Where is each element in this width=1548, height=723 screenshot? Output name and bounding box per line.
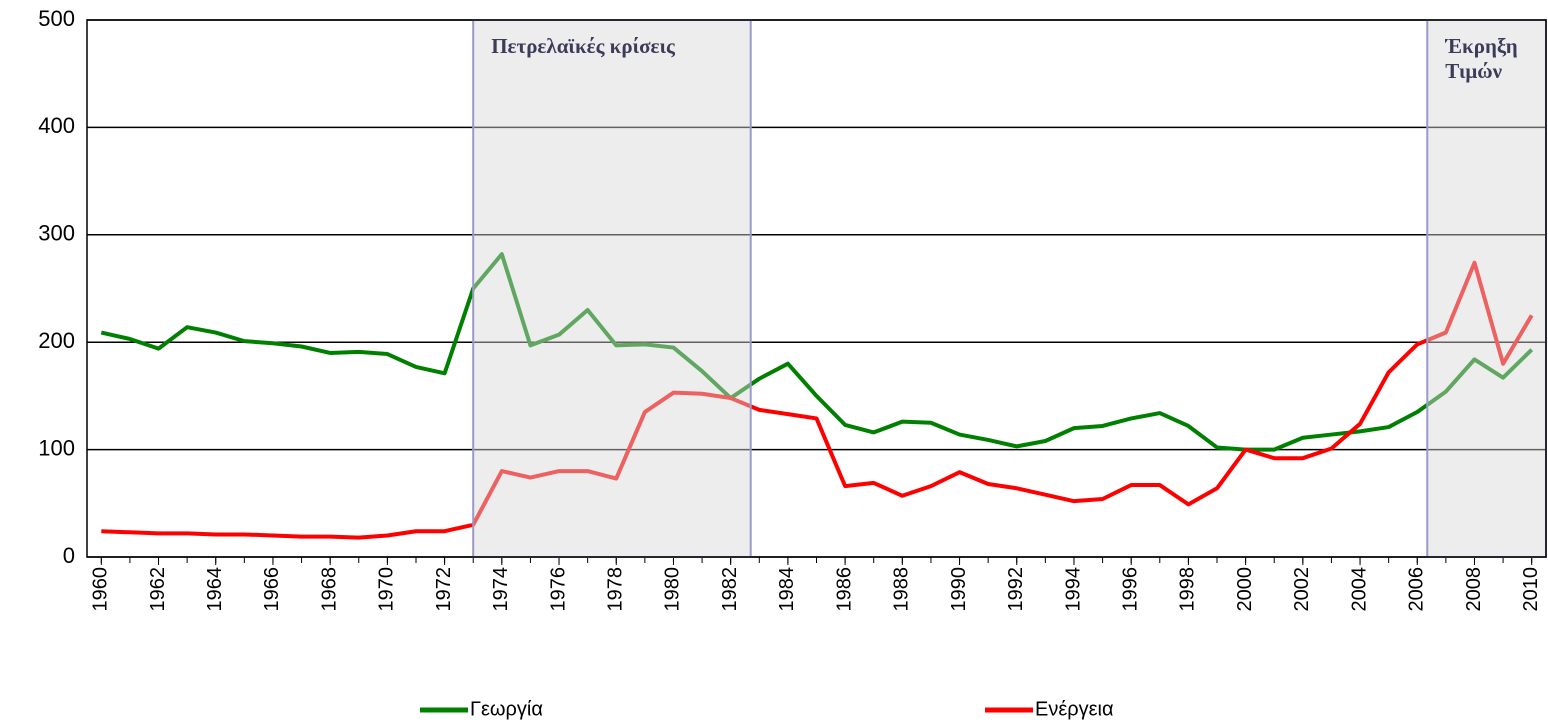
shaded-label-box: Πετρελαϊκές κρίσεις (491, 34, 675, 58)
x-tick-label: 1980 (662, 567, 684, 612)
y-tick-label: 100 (38, 435, 75, 460)
x-tick-label: 1962 (147, 567, 169, 612)
x-tick-label: 2000 (1234, 567, 1256, 612)
shaded-label-box: Έκρηξη Τιμών (1445, 34, 1518, 84)
x-tick-label: 1966 (261, 567, 283, 612)
x-tick-label: 1990 (948, 567, 970, 612)
shaded-label: Έκρηξη Τιμών (1445, 34, 1518, 84)
series-line (101, 260, 1534, 540)
x-tick-label: 1970 (376, 567, 398, 612)
x-tick-label: 1978 (605, 567, 627, 612)
legend-label: Ενέργεια (1035, 698, 1114, 720)
x-tick-label: 1964 (204, 567, 226, 612)
shaded-period (472, 19, 752, 558)
y-tick-label: 500 (38, 6, 75, 31)
legend-label: Γεωργία (470, 698, 543, 720)
x-tick-label: 2008 (1463, 567, 1485, 612)
series-line (100, 252, 1534, 452)
plot-border (86, 19, 1547, 558)
x-tick-label: 1996 (1119, 567, 1141, 612)
x-tick-label: 1984 (776, 567, 798, 612)
x-tick-label: 2004 (1348, 567, 1370, 612)
y-tick-label: 200 (38, 328, 75, 353)
x-tick-label: 1974 (490, 567, 512, 612)
y-tick-label: 300 (38, 221, 75, 246)
x-tick-label: 1998 (1177, 567, 1199, 612)
x-tick-label: 1960 (90, 567, 112, 612)
x-tick-label: 1986 (833, 567, 855, 612)
y-tick-label: 400 (38, 113, 75, 138)
x-tick-label: 1968 (318, 567, 340, 612)
x-tick-label: 2002 (1291, 567, 1313, 612)
x-tick-label: 1992 (1005, 567, 1027, 612)
shaded-label: Πετρελαϊκές κρίσεις (491, 34, 675, 58)
x-tick-label: 1982 (719, 567, 741, 612)
x-tick-label: 1976 (547, 567, 569, 612)
x-tick-label: 2006 (1406, 567, 1428, 612)
x-tick-label: 2010 (1520, 567, 1542, 612)
x-tick-label: 1972 (433, 567, 455, 612)
x-tick-label: 1988 (891, 567, 913, 612)
x-tick-label: 1994 (1062, 567, 1084, 612)
y-tick-label: 0 (63, 543, 75, 568)
